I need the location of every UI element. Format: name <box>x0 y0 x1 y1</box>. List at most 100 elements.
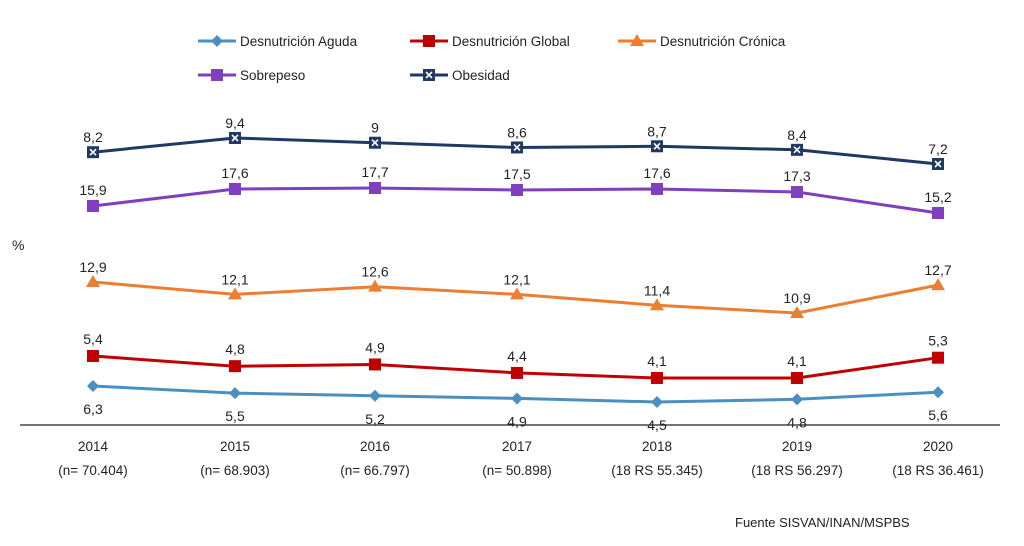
x-tick-label-sample: (n= 50.898) <box>482 463 551 478</box>
x-tick-label-sample: (n= 70.404) <box>58 463 127 478</box>
chart-legend: Desnutrición Aguda Desnutrición Global Des… <box>198 34 786 83</box>
data-point-marker <box>651 396 663 408</box>
data-point-marker <box>86 275 100 287</box>
series-3: 12,9 12,1 12,6 12,1 11,4 10,9 12,7 <box>79 259 952 318</box>
data-label: 4,9 <box>365 339 385 355</box>
data-point-marker <box>651 372 663 384</box>
x-tick-label-year: 2019 <box>782 439 812 454</box>
data-label: 4,8 <box>225 341 245 357</box>
data-label: 12,1 <box>503 271 530 287</box>
legend-label: Obesidad <box>452 68 510 83</box>
series-4: 15,9 17,6 17,7 17,5 17,6 17,3 15,2 <box>79 164 952 219</box>
data-label: 9,4 <box>225 115 245 131</box>
data-label: 4,1 <box>787 353 807 369</box>
x-tick-label-sample: (n= 68.903) <box>200 463 269 478</box>
data-point-marker <box>510 287 524 300</box>
data-point-marker <box>369 136 381 149</box>
data-label: 12,6 <box>361 264 388 280</box>
data-point-marker <box>511 392 523 405</box>
data-point-marker <box>511 141 523 154</box>
data-point-marker <box>369 182 381 194</box>
x-tick-label-sample: (18 RS 56.297) <box>751 463 843 478</box>
data-label: 4,1 <box>647 353 667 369</box>
data-point-marker <box>932 158 944 170</box>
data-label: 15,9 <box>79 182 106 198</box>
data-point-marker <box>369 389 381 402</box>
x-tick-label-year: 2015 <box>220 439 250 454</box>
data-point-marker-cross <box>89 148 97 156</box>
legend-label: Desnutrición Crónica <box>660 34 786 49</box>
data-point-marker <box>932 207 944 219</box>
data-point-marker <box>511 184 523 196</box>
data-label: 12,9 <box>79 259 106 275</box>
data-label: 12,1 <box>221 271 248 287</box>
x-tick-label-year: 2017 <box>502 439 532 454</box>
legend-label: Desnutrición Global <box>452 34 570 49</box>
data-point-marker-cross <box>425 71 433 79</box>
data-label: 5,5 <box>225 408 245 424</box>
data-point-marker <box>651 140 663 153</box>
x-tick-label-sample: (18 RS 36.461) <box>892 463 984 478</box>
data-point-marker <box>87 146 99 159</box>
series-5: 8,2 9,4 9 8,6 8,7 8,4 7,2 <box>83 115 948 170</box>
data-label: 17,6 <box>221 165 248 181</box>
data-point-marker <box>650 298 664 311</box>
legend-item: Sobrepeso <box>198 68 305 83</box>
data-label: 17,7 <box>361 164 388 180</box>
data-point-marker <box>791 393 803 406</box>
x-tick-label-year: 2018 <box>642 439 672 454</box>
source-note: Fuente SISVAN/INAN/MSPBS <box>735 515 910 530</box>
series-layer: 6,3 5,5 5,2 4,9 4,5 4,8 5,65,44,8 4,94,4 4,1 4,15… <box>79 115 951 433</box>
legend-item: Obesidad <box>410 68 510 83</box>
data-point-marker <box>228 287 242 300</box>
data-label: 8,7 <box>647 123 667 139</box>
legend-item: Desnutrición Global <box>410 34 570 49</box>
data-point-marker <box>932 351 944 364</box>
legend-item: Desnutrición Crónica <box>618 34 786 49</box>
data-point-marker <box>368 279 382 292</box>
data-point-marker <box>87 350 99 362</box>
legend-item: Desnutrición Aguda <box>198 34 358 49</box>
data-point-marker-cross <box>653 142 661 150</box>
x-tick-label-year: 2016 <box>360 439 390 454</box>
data-label: 8,4 <box>787 127 807 143</box>
series-2: 5,4 4,8 4,9 4,4 4,1 4,1 5,3 <box>83 331 948 384</box>
x-tick-label-year: 2020 <box>923 439 953 454</box>
data-point-marker <box>229 132 241 144</box>
series-1: 6,3 5,5 5,2 4,9 4,5 4,8 5,6 <box>83 380 948 433</box>
x-tick-label-sample: (n= 66.797) <box>340 463 409 478</box>
data-point-marker <box>423 69 435 81</box>
data-label: 7,2 <box>928 141 948 157</box>
data-point-marker <box>229 183 241 195</box>
data-label: 17,5 <box>503 166 530 182</box>
data-point-marker <box>369 358 381 371</box>
data-label: 5,3 <box>928 333 948 349</box>
y-axis-label: % <box>12 237 24 253</box>
data-label: 17,6 <box>643 165 670 181</box>
x-tick-label-year: 2014 <box>78 439 109 454</box>
data-point-marker <box>87 380 99 392</box>
data-label: 9 <box>371 120 379 136</box>
data-label: 4,5 <box>647 417 667 433</box>
data-label: 10,9 <box>783 290 810 306</box>
x-tick-label-sample: (18 RS 55.345) <box>611 463 703 478</box>
data-label: 5,4 <box>83 331 103 347</box>
data-point-marker-cross <box>231 134 239 142</box>
data-label: 6,3 <box>83 401 103 417</box>
legend-label: Sobrepeso <box>240 68 305 83</box>
x-axis-tick-labels: 2014 (n= 70.404) 2015 (n= 68.903) 2016 (n= 66… <box>58 439 984 478</box>
data-label: 15,2 <box>924 189 951 205</box>
data-point-marker-cross <box>934 160 942 168</box>
data-point-marker-cross <box>371 139 379 147</box>
data-label: 8,2 <box>83 129 103 145</box>
data-point-marker <box>791 143 803 156</box>
data-point-marker <box>931 278 945 291</box>
data-point-marker <box>211 35 223 47</box>
data-point-marker <box>511 366 523 379</box>
data-label: 12,7 <box>924 262 951 278</box>
data-label: 4,8 <box>787 414 807 430</box>
data-label: 8,6 <box>507 124 527 140</box>
data-label: 11,4 <box>644 282 670 298</box>
data-point-marker <box>229 360 241 373</box>
